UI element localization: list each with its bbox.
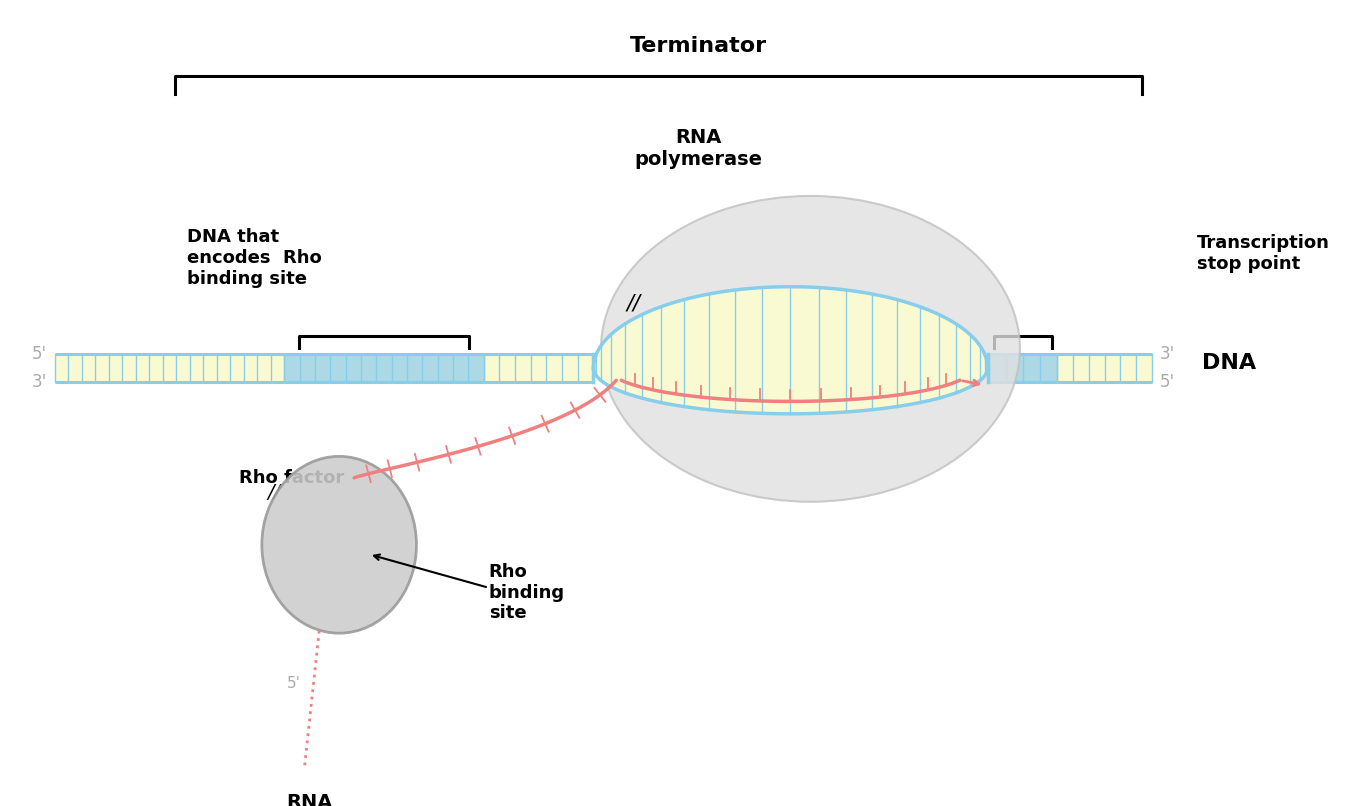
Bar	[1057, 354, 1152, 382]
Text: //: //	[626, 294, 640, 314]
Text: RNA: RNA	[286, 793, 332, 806]
Text: 5': 5'	[287, 676, 301, 691]
Bar	[484, 354, 593, 382]
Text: 3': 3'	[31, 373, 46, 391]
Polygon shape	[593, 287, 987, 413]
Text: RNA
polymerase: RNA polymerase	[634, 127, 763, 168]
Bar	[284, 354, 484, 382]
Ellipse shape	[262, 456, 417, 634]
Text: 5': 5'	[31, 345, 46, 363]
Ellipse shape	[601, 196, 1020, 502]
Text: Terminator: Terminator	[630, 36, 767, 56]
Text: 5': 5'	[1161, 373, 1176, 391]
Text: DNA that
encodes  Rho
binding site: DNA that encodes Rho binding site	[187, 228, 321, 288]
Bar	[990, 354, 1057, 382]
Text: Rho
binding
site: Rho binding site	[489, 563, 565, 622]
Text: Rho factor: Rho factor	[239, 469, 344, 487]
Text: Transcription
stop point: Transcription stop point	[1197, 234, 1330, 272]
Bar	[55, 354, 284, 382]
Text: 3': 3'	[1161, 345, 1176, 363]
Text: DNA: DNA	[1202, 353, 1256, 373]
Text: 3': 3'	[837, 373, 853, 391]
Text: //: //	[268, 483, 282, 501]
